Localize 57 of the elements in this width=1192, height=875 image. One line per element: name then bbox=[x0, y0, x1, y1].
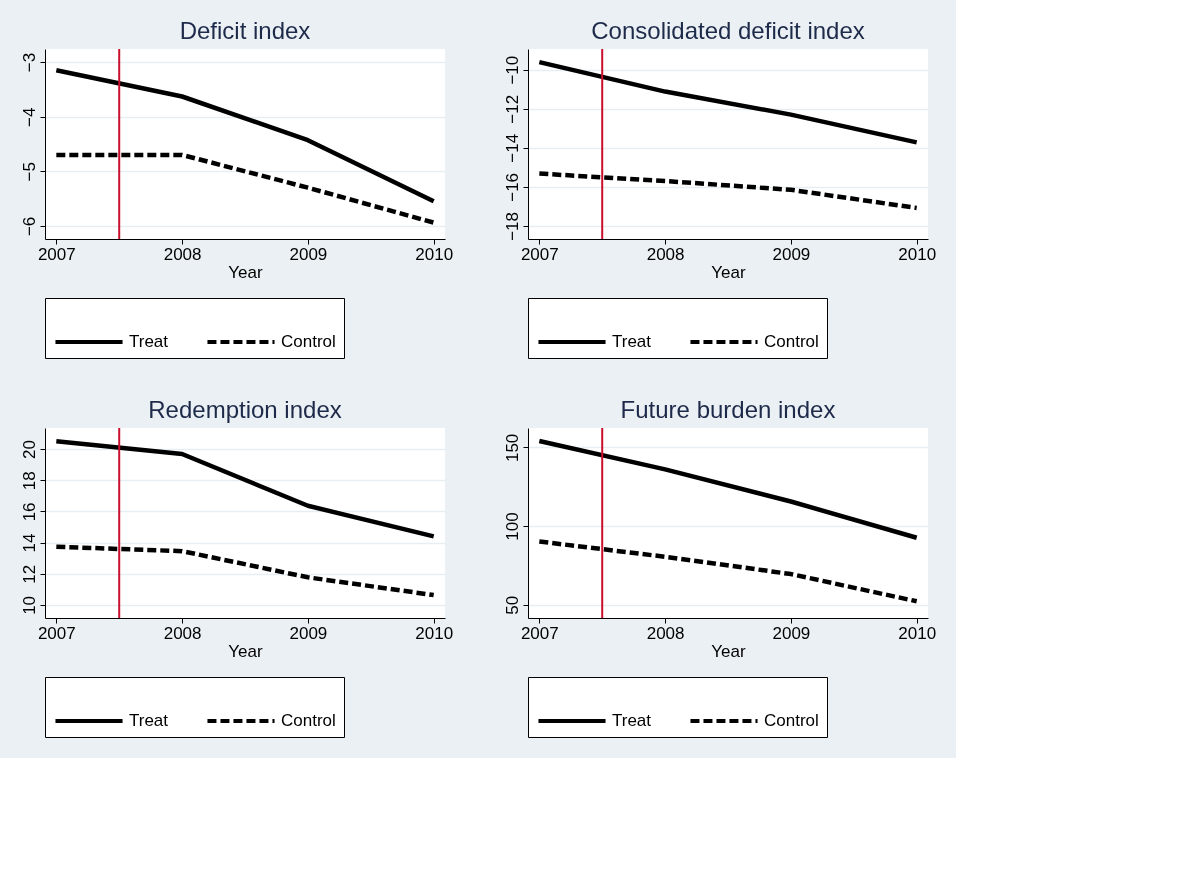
legend-label: Treat bbox=[129, 711, 169, 730]
x-tick-label: 2009 bbox=[772, 244, 811, 264]
x-tick-label: 2007 bbox=[37, 244, 76, 264]
legend-label: Control bbox=[764, 332, 819, 351]
legend-label: Control bbox=[764, 711, 819, 730]
x-axis-title: Year bbox=[228, 641, 264, 661]
y-tick-label: −16 bbox=[502, 172, 522, 202]
x-tick-label: 2009 bbox=[289, 623, 328, 643]
y-tick-label: 20 bbox=[19, 440, 39, 459]
line-series bbox=[537, 171, 919, 211]
x-axis-title: Year bbox=[711, 641, 747, 661]
line-series bbox=[54, 544, 436, 598]
x-tick-label: 2007 bbox=[37, 623, 76, 643]
y-tick-label: 10 bbox=[19, 595, 39, 615]
line-series bbox=[54, 439, 436, 539]
chart-title: Redemption index bbox=[148, 396, 342, 423]
x-tick-label: 2008 bbox=[163, 244, 202, 264]
line-series bbox=[537, 438, 919, 540]
legend-label: Treat bbox=[612, 332, 652, 351]
x-tick-label: 2008 bbox=[646, 623, 685, 643]
x-tick-label: 2010 bbox=[415, 244, 454, 264]
x-tick-label: 2010 bbox=[898, 623, 937, 643]
y-tick-label: −12 bbox=[502, 94, 522, 124]
legend-label: Treat bbox=[129, 332, 169, 351]
y-tick-label: −14 bbox=[502, 133, 522, 163]
chart-title: Future burden index bbox=[620, 396, 836, 423]
y-tick-label: 50 bbox=[502, 595, 522, 615]
y-tick-label: −5 bbox=[19, 162, 39, 182]
y-tick-label: −4 bbox=[19, 107, 39, 127]
y-tick-label: 12 bbox=[19, 564, 39, 584]
x-tick-label: 2009 bbox=[772, 623, 811, 643]
y-tick-label: −18 bbox=[502, 211, 522, 241]
x-tick-label: 2007 bbox=[520, 623, 559, 643]
legend-label: Control bbox=[281, 711, 336, 730]
y-tick-label: 18 bbox=[19, 471, 39, 491]
x-axis-title: Year bbox=[711, 262, 747, 282]
x-tick-label: 2010 bbox=[415, 623, 454, 643]
line-series bbox=[537, 59, 919, 145]
y-tick-label: −3 bbox=[19, 52, 39, 73]
x-tick-label: 2010 bbox=[898, 244, 937, 264]
y-tick-label: −10 bbox=[502, 55, 522, 85]
chart-title: Consolidated deficit index bbox=[591, 17, 865, 44]
x-axis-title: Year bbox=[228, 262, 264, 282]
line-series bbox=[54, 68, 436, 204]
y-tick-label: 150 bbox=[502, 433, 522, 463]
x-tick-label: 2008 bbox=[163, 623, 202, 643]
legend-label: Control bbox=[281, 332, 336, 351]
legend-label: Treat bbox=[612, 711, 652, 730]
chart-title: Deficit index bbox=[179, 17, 311, 44]
line-series bbox=[537, 539, 919, 604]
x-tick-label: 2007 bbox=[520, 244, 559, 264]
y-tick-label: 16 bbox=[19, 502, 39, 522]
x-tick-label: 2009 bbox=[289, 244, 328, 264]
y-tick-label: 14 bbox=[19, 533, 39, 553]
x-tick-label: 2008 bbox=[646, 244, 685, 264]
y-tick-label: −6 bbox=[19, 216, 39, 237]
y-tick-label: 100 bbox=[502, 512, 522, 541]
